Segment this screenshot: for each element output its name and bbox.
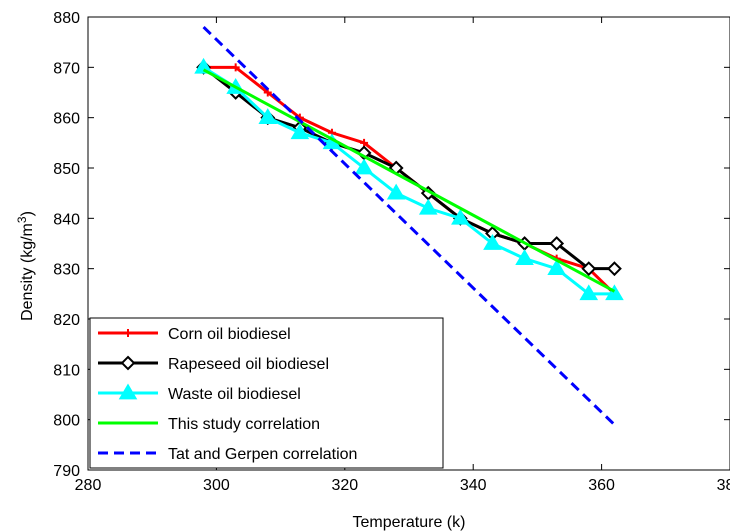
- legend-item-corn-oil-biodiesel: Corn oil biodiesel: [98, 326, 291, 343]
- data-point-waste-oil-biodiesel: [290, 123, 310, 140]
- y-tick-label: 830: [53, 262, 80, 279]
- plot-area-frame: [87, 16, 730, 471]
- x-tick-label: 380: [717, 477, 730, 494]
- y-tick-label: 810: [53, 362, 80, 379]
- y-tick-label: 840: [53, 211, 80, 228]
- y-tick-label: 870: [53, 60, 80, 77]
- legend-marker-rapeseed-oil-biodiesel: [120, 355, 136, 371]
- x-tick-label: 320: [331, 477, 358, 494]
- data-point-corn-oil-biodiesel: [231, 63, 240, 72]
- legend-label-corn-oil-biodiesel: Corn oil biodiesel: [168, 326, 291, 343]
- series-line-this-study-correlation: [202, 68, 616, 293]
- y-tick-label: 820: [53, 312, 80, 329]
- legend-label-rapeseed-oil-biodiesel: Rapeseed oil biodiesel: [168, 356, 329, 373]
- y-tick-label: 860: [53, 111, 80, 128]
- y-tick-label: 800: [53, 413, 80, 430]
- data-point-waste-oil-biodiesel: [451, 208, 470, 225]
- plot-layer: [194, 25, 624, 426]
- x-tick-label: 360: [588, 477, 615, 494]
- data-point-waste-oil-biodiesel: [418, 198, 438, 215]
- y-tick-label: 850: [53, 161, 80, 178]
- x-tick-label: 300: [203, 477, 230, 494]
- data-point-waste-oil-biodiesel: [386, 183, 406, 200]
- y-tick-label: 880: [53, 10, 80, 27]
- data-point-waste-oil-biodiesel: [547, 259, 566, 276]
- data-point-rapeseed-oil-biodiesel: [581, 261, 597, 277]
- data-point-waste-oil-biodiesel: [194, 57, 213, 74]
- legend-box: [89, 317, 444, 469]
- data-point-waste-oil-biodiesel: [515, 249, 534, 265]
- legend-item-this-study-correlation: This study correlation: [98, 416, 320, 433]
- data-point-waste-oil-biodiesel: [354, 158, 374, 175]
- legend-marker-waste-oil-biodiesel: [118, 383, 138, 400]
- y-tick-label: 790: [53, 463, 80, 480]
- legend-label-waste-oil-biodiesel: Waste oil biodiesel: [168, 386, 301, 403]
- axes-layer: 280 300 320 340 360 380 790 800 810 820 830 840 850 8…: [53, 10, 730, 494]
- x-axis-title: Temperature (k): [353, 514, 466, 531]
- y-axis-title: Density (kg/m3): [15, 211, 36, 321]
- data-point-rapeseed-oil-biodiesel: [549, 236, 565, 251]
- series-this-study-correlation: [202, 68, 616, 293]
- data-point-waste-oil-biodiesel: [258, 108, 278, 125]
- legend: Corn oil biodiesel Rapeseed oil biodiesel…: [89, 317, 444, 469]
- data-point-waste-oil-biodiesel: [579, 284, 599, 301]
- x-tick-label: 340: [460, 477, 487, 494]
- legend-item-waste-oil-biodiesel: Waste oil biodiesel: [98, 383, 301, 403]
- x-tick-label: 280: [75, 477, 102, 494]
- legend-item-rapeseed-oil-biodiesel: Rapeseed oil biodiesel: [98, 355, 329, 373]
- legend-label-tat-and-gerpen-correlation: Tat and Gerpen correlation: [168, 446, 357, 463]
- legend-label-this-study-correlation: This study correlation: [168, 416, 320, 433]
- legend-item-tat-and-gerpen-correlation: Tat and Gerpen correlation: [98, 446, 357, 463]
- legend-marker-corn-oil-biodiesel: [124, 329, 132, 337]
- data-point-waste-oil-biodiesel: [605, 284, 624, 301]
- data-point-rapeseed-oil-biodiesel: [607, 261, 622, 277]
- data-point-waste-oil-biodiesel: [483, 234, 502, 250]
